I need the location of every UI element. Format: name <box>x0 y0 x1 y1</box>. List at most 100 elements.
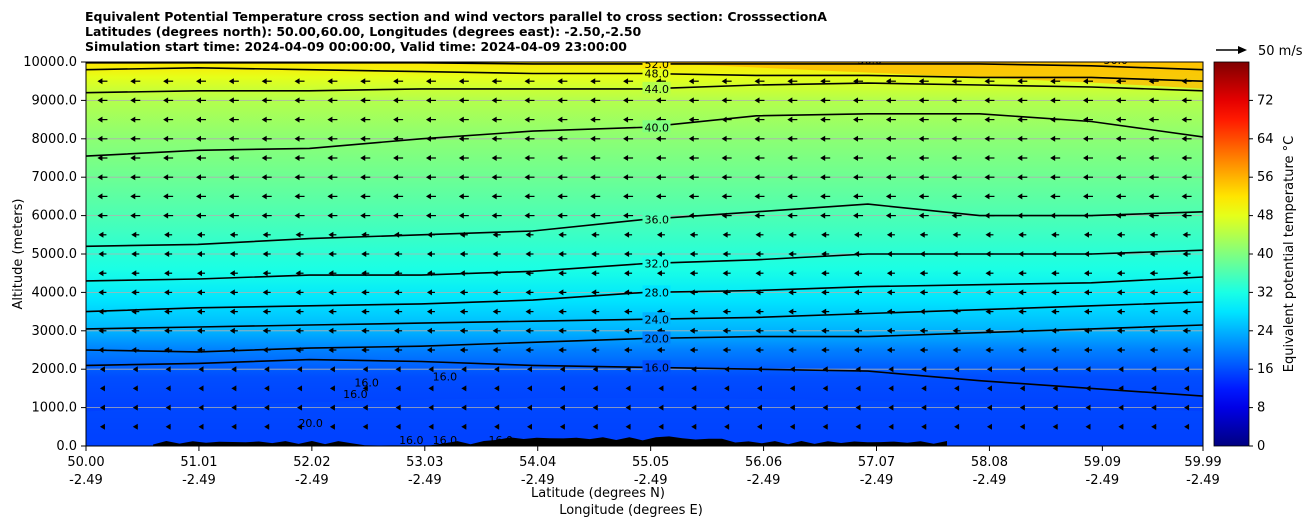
wind-vector <box>196 231 205 238</box>
wind-vector <box>132 404 138 411</box>
wind-vector <box>918 116 929 123</box>
wind-vector <box>919 231 928 238</box>
contour-label-bg <box>642 62 671 69</box>
wind-vector <box>198 404 204 411</box>
wind-vector <box>459 289 468 296</box>
wind-vector <box>853 174 864 181</box>
wind-vector <box>689 231 698 238</box>
colorbar-tick-label: 8 <box>1257 401 1265 416</box>
wind-vector <box>724 404 730 411</box>
wind-vector <box>395 404 401 411</box>
wind-vector <box>557 174 568 181</box>
wind-vector <box>951 155 962 161</box>
wind-vector <box>952 289 961 296</box>
wind-vector <box>623 174 634 181</box>
wind-vector <box>820 97 831 104</box>
wind-vector <box>821 231 830 238</box>
wind-vector <box>788 289 797 296</box>
wind-vector <box>986 385 992 392</box>
x-tick-label-lon: -2.49 <box>1186 473 1220 488</box>
wind-vector <box>394 327 403 334</box>
wind-vector <box>1083 135 1094 142</box>
x-tick-label-lon: -2.49 <box>973 473 1007 488</box>
wind-vector <box>885 212 896 219</box>
wind-vector <box>393 155 404 161</box>
wind-vector <box>393 174 404 181</box>
wind-vector <box>196 308 205 315</box>
wind-vector <box>822 423 828 430</box>
wind-vector <box>165 385 171 392</box>
wind-vector <box>295 308 304 315</box>
wind-vector <box>820 116 831 123</box>
wind-vector <box>231 366 237 373</box>
wind-vector <box>1181 97 1192 104</box>
wind-vector <box>494 423 500 430</box>
wind-vector <box>1181 135 1192 142</box>
wind-vector <box>461 385 467 392</box>
wind-vector <box>393 116 404 123</box>
wind-vector <box>688 135 699 142</box>
wind-vector <box>360 174 371 181</box>
wind-vector <box>164 327 173 334</box>
wind-vector <box>294 155 305 161</box>
wind-vector <box>1182 327 1191 334</box>
wind-vector <box>360 78 371 85</box>
wind-vector <box>755 270 764 277</box>
wind-vector <box>425 78 436 85</box>
wind-vector <box>855 404 861 411</box>
wind-vector <box>853 212 864 219</box>
wind-vector <box>984 116 995 123</box>
wind-vector <box>426 308 435 315</box>
wind-vector <box>985 289 994 296</box>
wind-vector <box>491 97 502 104</box>
wind-vector <box>494 366 500 373</box>
wind-vector <box>592 404 598 411</box>
wind-vector <box>952 327 961 334</box>
wind-vector <box>294 193 305 200</box>
wind-vector <box>1182 231 1191 238</box>
wind-vector <box>919 347 928 353</box>
contour-label-bg <box>642 331 671 344</box>
wind-vector <box>328 251 337 257</box>
wind-key-arrowhead <box>1238 46 1247 54</box>
wind-vector <box>1018 270 1027 277</box>
wind-vector <box>1115 116 1126 123</box>
wind-vector <box>165 423 171 430</box>
wind-vector <box>1149 327 1158 334</box>
wind-vector <box>888 404 894 411</box>
wind-vector <box>888 385 894 392</box>
wind-vector <box>1083 174 1094 181</box>
wind-vector <box>623 135 634 142</box>
wind-vector <box>885 193 896 200</box>
wind-vector <box>195 212 206 219</box>
wind-vector <box>394 308 403 315</box>
wind-vector <box>754 212 765 219</box>
wind-vector <box>164 251 173 257</box>
wind-vector <box>1181 116 1192 123</box>
colorbar-tick-label: 0 <box>1257 439 1265 454</box>
wind-vector <box>625 404 631 411</box>
wind-vector <box>921 404 927 411</box>
wind-vector <box>658 423 664 430</box>
wind-vector <box>1116 327 1125 334</box>
wind-vector <box>688 193 699 200</box>
wind-vector <box>1118 423 1124 430</box>
wind-vector <box>1182 289 1191 296</box>
wind-vector <box>426 289 435 296</box>
wind-vector <box>1181 174 1192 181</box>
wind-vector <box>886 231 895 238</box>
wind-vector <box>918 135 929 142</box>
wind-vector <box>262 289 271 296</box>
wind-vector <box>724 423 730 430</box>
wind-vector <box>885 135 896 142</box>
wind-vector <box>885 155 896 161</box>
wind-vector <box>1050 155 1061 161</box>
wind-vector <box>491 212 502 219</box>
wind-vector <box>130 155 141 161</box>
wind-vector <box>822 404 828 411</box>
wind-vector <box>329 366 335 373</box>
wind-vector <box>97 174 108 181</box>
wind-vector <box>591 231 600 238</box>
wind-vector <box>130 116 141 123</box>
wind-vector <box>492 231 501 238</box>
